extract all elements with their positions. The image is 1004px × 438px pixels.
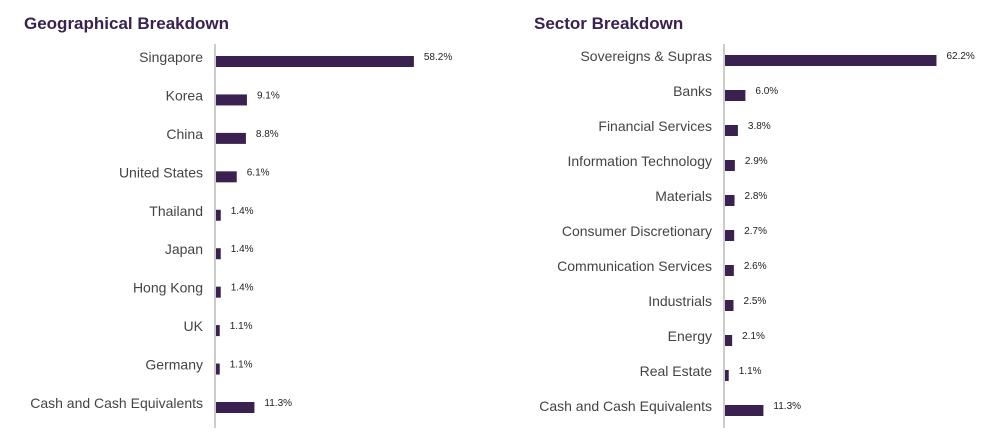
sector-value-label-information-technology: 2.9%	[745, 156, 768, 167]
geo-category-label-japan: Japan	[165, 241, 203, 257]
sector-value-label-real-estate: 1.1%	[739, 366, 762, 377]
sector-value-label-consumer-discretionary: 2.7%	[744, 226, 767, 237]
geo-bar-chart: Singapore 58.2% Korea 9.1% China 8.8% United S…	[30, 44, 452, 428]
geo-value-label-cash-and-cash-equivalents: 11.3%	[264, 398, 292, 409]
sector-value-label-energy: 2.1%	[742, 331, 765, 342]
sector-value-label-banks: 6.0%	[755, 86, 778, 97]
geo-value-label-singapore: 58.2%	[424, 52, 452, 63]
sector-category-label-consumer-discretionary: Consumer Discretionary	[562, 223, 712, 239]
geo-value-label-thailand: 1.4%	[231, 206, 254, 217]
sector-value-label-cash-and-cash-equivalents: 11.3%	[773, 401, 801, 412]
sector-bar-sovereigns-and-supras	[725, 55, 937, 66]
geo-bar-thailand	[216, 209, 221, 221]
sector-category-label-industrials: Industrials	[648, 293, 712, 309]
geo-category-label-united-states: United States	[119, 164, 203, 180]
sector-bar-consumer-discretionary	[725, 230, 735, 241]
geo-bar-singapore	[216, 56, 414, 67]
geo-value-label-china: 8.8%	[256, 129, 279, 140]
geo-category-label-singapore: Singapore	[139, 49, 203, 65]
sector-category-label-materials: Materials	[655, 188, 712, 204]
sector-bar-information-technology	[725, 160, 735, 171]
sector-bar-materials	[725, 195, 735, 206]
geo-category-label-hong-kong: Hong Kong	[133, 280, 203, 296]
sector-bar-real-estate	[725, 370, 729, 381]
geo-value-label-united-states: 6.1%	[247, 167, 270, 178]
sector-category-label-energy: Energy	[668, 328, 712, 344]
geo-bar-uk	[216, 325, 220, 337]
sector-category-label-communication-services: Communication Services	[557, 258, 712, 274]
geo-bar-united-states	[216, 171, 237, 183]
sector-bar-financial-services	[725, 125, 738, 136]
geo-bar-cash-and-cash-equivalents	[216, 402, 255, 413]
geo-bar-hong-kong	[216, 286, 221, 298]
geo-category-label-uk: UK	[184, 318, 204, 334]
sector-value-label-industrials: 2.5%	[744, 296, 767, 307]
geo-value-label-uk: 1.1%	[230, 321, 253, 332]
geo-bar-germany	[216, 363, 220, 375]
geo-bar-china	[216, 132, 246, 144]
geo-bar-korea	[216, 94, 247, 106]
sector-bar-industrials	[725, 300, 734, 311]
sector-value-label-communication-services: 2.6%	[744, 261, 767, 272]
geo-bar-japan	[216, 248, 221, 260]
sector-bar-cash-and-cash-equivalents	[725, 405, 764, 416]
sector-bar-communication-services	[725, 265, 734, 276]
geo-value-label-korea: 9.1%	[257, 90, 280, 101]
geo-value-label-germany: 1.1%	[230, 360, 253, 371]
sector-category-label-information-technology: Information Technology	[568, 153, 713, 169]
geo-value-label-japan: 1.4%	[231, 244, 254, 255]
geo-value-label-hong-kong: 1.4%	[231, 283, 254, 294]
sector-value-label-materials: 2.8%	[745, 191, 768, 202]
sector-bar-banks	[725, 90, 746, 101]
sector-category-label-real-estate: Real Estate	[640, 363, 713, 379]
sector-value-label-sovereigns-and-supras: 62.2%	[946, 51, 974, 62]
geo-category-label-thailand: Thailand	[149, 203, 203, 219]
sector-chart-title: Sector Breakdown	[534, 14, 684, 33]
geo-category-label-china: China	[166, 126, 203, 142]
sector-category-label-financial-services: Financial Services	[598, 118, 712, 134]
sector-category-label-cash-and-cash-equivalents: Cash and Cash Equivalents	[539, 398, 712, 414]
sector-category-label-sovereigns-and-supras: Sovereigns & Supras	[580, 48, 712, 64]
geo-chart-title: Geographical Breakdown	[24, 14, 229, 33]
sector-value-label-financial-services: 3.8%	[748, 121, 771, 132]
geo-category-label-cash-and-cash-equivalents: Cash and Cash Equivalents	[30, 395, 203, 411]
sector-bar-energy	[725, 335, 733, 346]
geo-category-label-korea: Korea	[166, 87, 204, 103]
sector-category-label-banks: Banks	[673, 83, 712, 99]
geo-category-label-germany: Germany	[145, 357, 203, 373]
